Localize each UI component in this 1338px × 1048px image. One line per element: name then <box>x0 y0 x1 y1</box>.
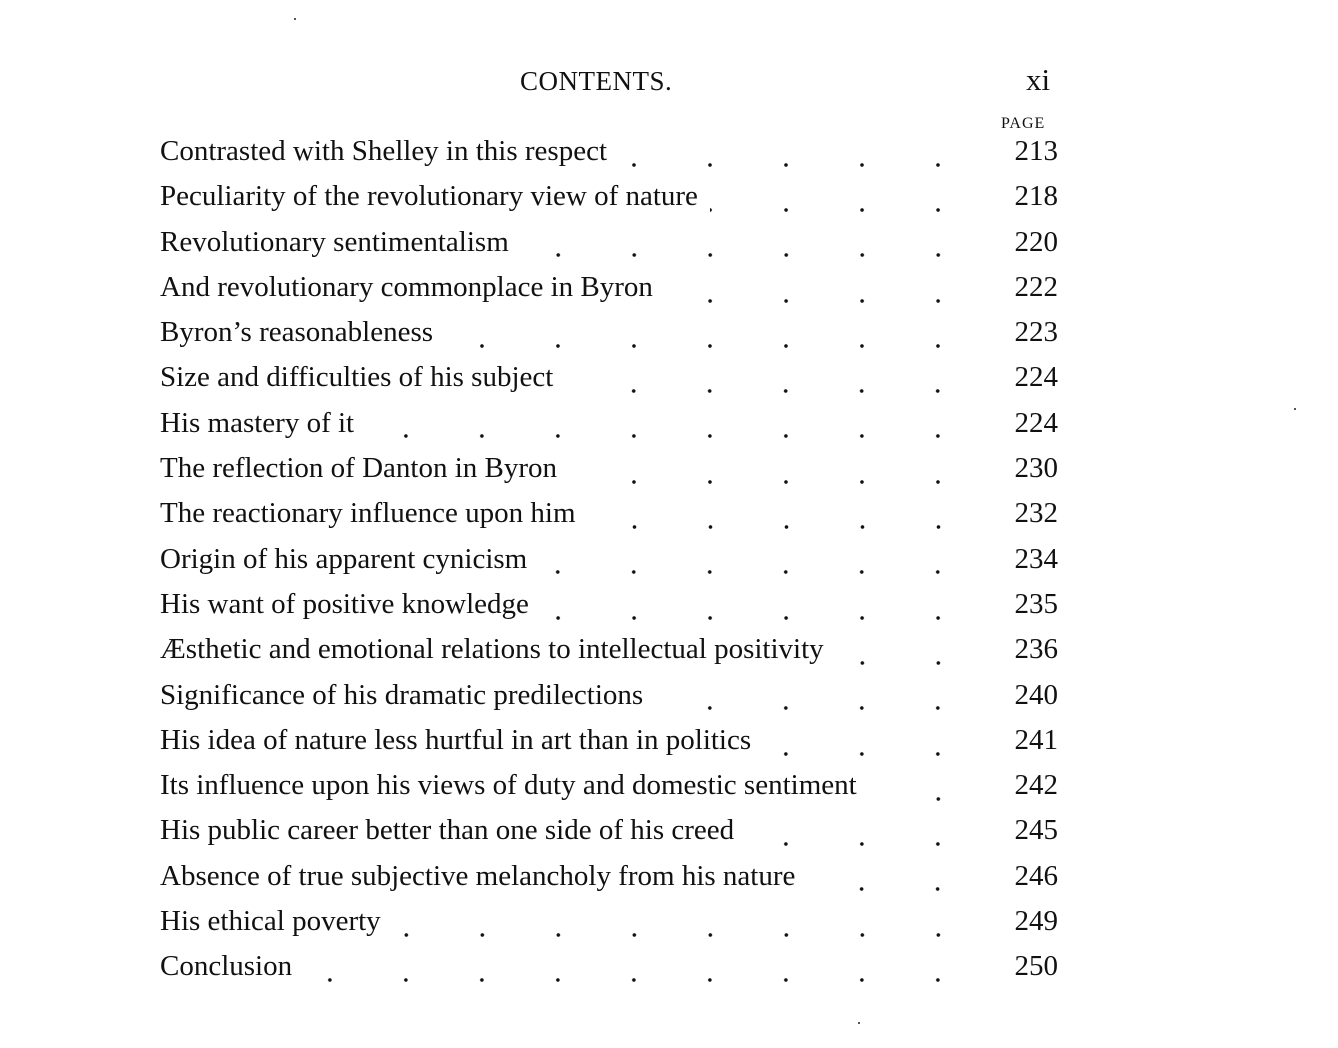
toc-entry-title: Byron’s reasonableness <box>160 316 434 349</box>
toc-entry: Absence of true subjective melancholy fr… <box>160 860 1058 905</box>
dot-leader <box>565 388 976 395</box>
toc-entry-title: His idea of nature less hurtful in art t… <box>160 723 752 756</box>
dot-leader <box>587 524 976 531</box>
dot-leader <box>655 705 976 712</box>
toc-entry-page: 232 <box>1014 497 1059 530</box>
dot-leader <box>366 433 976 440</box>
toc-entry: Size and difficulties of his subject 224 <box>160 361 1058 406</box>
dot-leader <box>539 569 976 576</box>
toc-entry-page: 242 <box>1014 769 1059 802</box>
dot-leader <box>746 841 976 848</box>
toc-entry-title: His mastery of it <box>160 406 355 439</box>
toc-entry-title: And revolutionary commonplace in Byron <box>160 270 653 303</box>
toc-entry-page: 240 <box>1014 678 1059 711</box>
toc-entry-page: 224 <box>1014 406 1059 439</box>
toc-entry: Revolutionary sentimentalism 220 <box>160 226 1058 271</box>
scan-speck <box>294 18 296 20</box>
toc-entry: His ethical poverty 249 <box>160 905 1058 950</box>
toc-entry-title: Conclusion <box>160 950 293 983</box>
toc-entry-title: Revolutionary sentimentalism <box>160 225 509 258</box>
dot-leader <box>868 795 976 802</box>
toc-entry: His mastery of it 224 <box>160 407 1058 452</box>
toc-entry: The reactionary influence upon him 232 <box>160 497 1058 542</box>
dot-leader <box>520 252 976 259</box>
toc-entry: His public career better than one side o… <box>160 814 1058 859</box>
toc-entry: Conclusion 250 <box>160 950 1058 995</box>
dot-leader <box>392 931 976 938</box>
toc-entry: His want of positive knowledge 235 <box>160 588 1058 633</box>
toc-entry-page: 234 <box>1014 542 1059 575</box>
toc-entry-title: Origin of his apparent cynicism <box>160 542 528 575</box>
toc-entry-page: 218 <box>1014 180 1059 213</box>
scan-speck <box>1294 408 1296 410</box>
toc-entry-page: 230 <box>1014 452 1059 485</box>
toc-entry: His idea of nature less hurtful in art t… <box>160 724 1058 769</box>
toc-entry: The reflection of Danton in Byron 230 <box>160 452 1058 497</box>
toc-entry: Its influence upon his views of duty and… <box>160 769 1058 814</box>
toc-entry-title: His public career better than one side o… <box>160 814 735 847</box>
page-title: CONTENTS. <box>520 66 673 96</box>
page-number: xi <box>1026 62 1051 97</box>
table-of-contents: Contrasted with Shelley in this respect 2… <box>160 135 1058 996</box>
toc-entry-page: 223 <box>1014 316 1059 349</box>
page-column-label: PAGE <box>1001 115 1046 132</box>
toc-entry-page: 236 <box>1014 633 1059 666</box>
toc-entry-title: His ethical poverty <box>160 905 381 938</box>
toc-entry-page: 235 <box>1014 587 1059 620</box>
dot-leader <box>619 161 976 168</box>
toc-entry: Origin of his apparent cynicism 234 <box>160 543 1058 588</box>
dot-leader <box>664 297 976 304</box>
toc-entry: Æsthetic and emotional relations to inte… <box>160 633 1058 678</box>
toc-entry-page: 222 <box>1014 270 1059 303</box>
toc-entry-title: His want of positive knowledge <box>160 587 529 620</box>
dot-leader <box>445 342 976 349</box>
toc-entry-title: Æsthetic and emotional relations to inte… <box>160 633 824 666</box>
toc-entry-title: Significance of his dramatic predilectio… <box>160 678 644 711</box>
dot-leader <box>835 659 976 666</box>
toc-entry: Contrasted with Shelley in this respect 2… <box>160 135 1058 180</box>
dot-leader <box>807 886 976 893</box>
toc-entry: Byron’s reasonableness 223 <box>160 316 1058 361</box>
toc-entry-page: 245 <box>1014 814 1059 847</box>
toc-entry-page: 220 <box>1014 225 1059 258</box>
dot-leader <box>763 750 976 757</box>
toc-entry-title: Size and difficulties of his subject <box>160 361 554 394</box>
dot-leader <box>304 976 976 983</box>
toc-entry-page: 246 <box>1014 859 1059 892</box>
toc-entry-title: The reactionary influence upon him <box>160 497 576 530</box>
toc-entry-title: Contrasted with Shelley in this respect <box>160 135 608 167</box>
toc-entry: Significance of his dramatic predilectio… <box>160 679 1058 724</box>
scan-speck <box>858 1022 860 1024</box>
dot-leader <box>709 206 976 213</box>
toc-entry-page: 249 <box>1014 905 1059 938</box>
toc-entry-page: 224 <box>1014 361 1059 394</box>
dot-leader <box>569 478 976 485</box>
toc-entry-page: 250 <box>1014 950 1059 983</box>
toc-entry-page: 213 <box>1014 135 1059 167</box>
toc-entry-title: Absence of true subjective melancholy fr… <box>160 859 796 892</box>
toc-entry-title: Peculiarity of the revolutionary view of… <box>160 180 698 213</box>
toc-entry-page: 241 <box>1014 723 1059 756</box>
toc-entry: And revolutionary commonplace in Byron 22… <box>160 271 1058 316</box>
toc-entry-title: The reflection of Danton in Byron <box>160 452 558 485</box>
toc-entry-title: Its influence upon his views of duty and… <box>160 769 857 802</box>
dot-leader <box>540 614 976 621</box>
toc-entry: Peculiarity of the revolutionary view of… <box>160 180 1058 225</box>
